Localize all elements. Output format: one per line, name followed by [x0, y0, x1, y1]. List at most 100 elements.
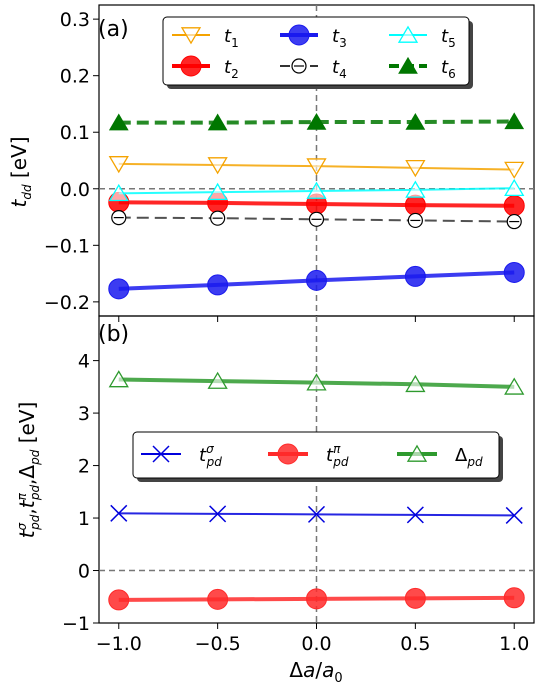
data-point-t6 — [108, 113, 129, 131]
data-point-t6 — [207, 113, 228, 131]
legend-label: tπ pd — [326, 442, 349, 469]
panel-a: (a) −0.2 −0.1 0.0 0.1 0.2 0.3 tdd [eV] t1 t3 t5… — [7, 4, 535, 322]
x-tick-label: −1.0 — [96, 633, 142, 655]
data-point-t2 — [404, 194, 426, 216]
data-point-tπpd — [503, 587, 525, 609]
series-t1 — [108, 156, 525, 179]
legend-item-tσpd: tσ pd — [141, 442, 222, 469]
y-tick-label: 0.0 — [60, 179, 90, 201]
legend-marker — [152, 445, 170, 463]
data-point-tσpd — [209, 505, 227, 523]
data-point-Δpd — [306, 373, 327, 391]
data-point-t5 — [207, 182, 228, 201]
panel-a-y-ticks: −0.2 −0.1 0.0 0.1 0.2 0.3 — [44, 9, 99, 314]
data-point-t4 — [111, 210, 127, 226]
x-tick-label: 0.5 — [400, 633, 430, 655]
data-point-tπpd — [404, 587, 426, 609]
series-Δpd — [108, 370, 525, 395]
panel-b-x-ticks: −1.0 −0.5 0.0 0.5 1.0 — [96, 623, 529, 655]
legend-box — [162, 16, 470, 86]
panel-b-y-axis-label: tσpd,tπpd,Δpd [eV] — [15, 402, 42, 539]
data-point-Δpd — [405, 374, 426, 393]
x-tick-label: −0.5 — [195, 633, 241, 655]
data-point-t3 — [503, 261, 525, 283]
legend-label: t6 — [441, 57, 456, 81]
series-t5 — [108, 178, 525, 202]
data-point-tσpd — [110, 504, 128, 522]
data-point-t4 — [308, 211, 325, 227]
legend-item-Δpd: Δpd — [397, 444, 483, 469]
data-point-t5 — [405, 180, 426, 198]
legend-label: Δpd — [455, 445, 483, 469]
data-point-t3 — [108, 278, 130, 300]
legend-marker — [180, 55, 202, 77]
data-point-t6 — [504, 112, 525, 130]
legend-label: t5 — [441, 26, 456, 50]
data-point-tσpd-stroke-b — [505, 506, 523, 524]
series-line-t6 — [118, 119, 515, 125]
data-point-t2 — [503, 195, 525, 217]
data-point-t5 — [108, 183, 129, 202]
panel-b-series — [108, 370, 525, 611]
panel-a-label: (a) — [98, 17, 129, 42]
series-t4 — [111, 210, 522, 230]
panel-b-y-ticks: −1 0 1 2 3 4 — [62, 351, 99, 635]
legend-item-t5: t5 — [389, 25, 456, 50]
data-point-t5 — [504, 178, 525, 197]
data-point-t1 — [306, 158, 327, 176]
data-point-tσpd-stroke-b — [110, 504, 128, 522]
y-tick-label: 0.3 — [60, 9, 90, 31]
legend-label: tσ pd — [199, 442, 222, 469]
legend-label: t3 — [332, 26, 347, 50]
data-point-tσpd — [307, 505, 326, 523]
panel-a-y-axis-label: tdd [eV] — [7, 136, 34, 207]
data-point-Δpd — [207, 371, 228, 389]
y-tick-label: 0 — [78, 561, 90, 583]
data-point-Δpd — [504, 377, 525, 395]
legend-item-t1: t1 — [172, 26, 239, 50]
data-point-Δpd — [108, 370, 129, 388]
data-point-t1 — [504, 161, 525, 179]
legend-marker — [398, 56, 418, 74]
data-point-tσpd-stroke-b — [209, 505, 227, 523]
data-point-tσpd-stroke-b — [307, 505, 326, 523]
x-axis-label: Δa/a0 — [289, 658, 342, 684]
panel-a-legend: t1 t3 t5 t2 t4 t6 — [162, 16, 473, 89]
y-tick-label: 4 — [78, 351, 90, 373]
legend-item-t3: t3 — [280, 24, 347, 50]
y-tick-label: −1 — [62, 613, 90, 635]
series-line-t4 — [118, 216, 515, 223]
panel-a-series — [108, 112, 525, 300]
panel-b: (b) −1 0 1 2 3 4 −1.0 −0.5 0.0 0.5 1.0 tσpd,tπpd,… — [15, 315, 535, 684]
y-tick-label: −0.1 — [44, 235, 90, 257]
panel-b-legend: tσ pd tπ pd Δpd — [132, 431, 503, 482]
legend-marker — [288, 24, 310, 46]
legend-label: t1 — [224, 26, 239, 50]
y-tick-label: 0.1 — [60, 122, 90, 144]
data-point-t1 — [405, 160, 426, 178]
data-point-t4 — [210, 210, 226, 226]
legend-marker — [397, 25, 419, 43]
x-tick-label: 1.0 — [499, 633, 529, 655]
y-tick-label: −0.2 — [44, 292, 90, 314]
series-tσpd — [110, 504, 523, 524]
y-tick-label: 1 — [78, 508, 90, 530]
data-point-t1 — [207, 157, 228, 175]
data-point-t5 — [306, 181, 327, 199]
data-point-tπpd — [108, 589, 130, 611]
legend-marker — [277, 443, 299, 465]
series-t3 — [108, 261, 525, 300]
legend-marker — [291, 58, 307, 74]
data-point-tπpd — [207, 588, 229, 610]
y-tick-label: 3 — [78, 403, 90, 425]
series-tπpd — [108, 587, 525, 611]
data-point-t1 — [108, 156, 129, 174]
legend-item-t4: t4 — [280, 57, 347, 81]
data-point-tσpd-stroke-b — [406, 506, 424, 524]
panel-b-label: (b) — [98, 322, 129, 347]
legend-label: t4 — [332, 57, 347, 81]
data-point-tσpd — [406, 506, 424, 524]
x-tick-label: 0.0 — [301, 633, 331, 655]
data-point-tπpd — [306, 588, 327, 610]
